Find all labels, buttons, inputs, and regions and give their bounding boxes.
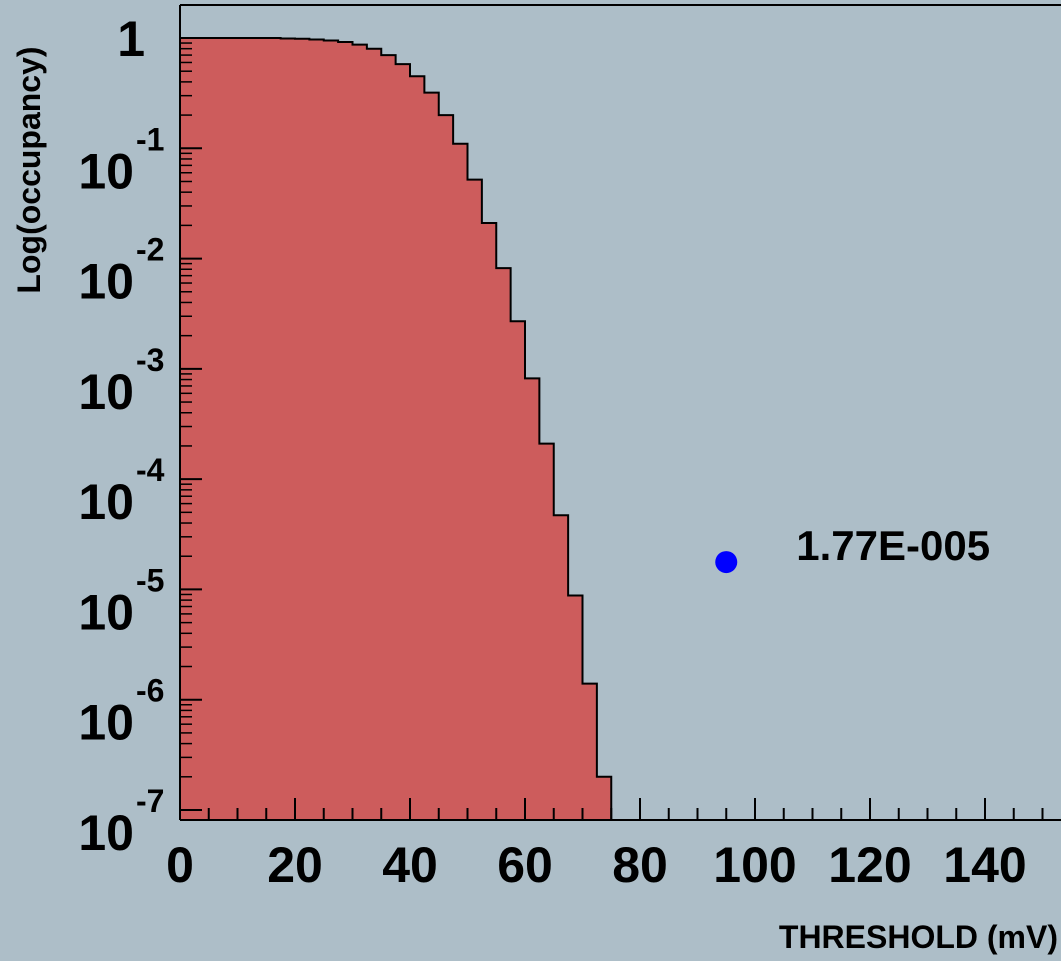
histogram-bar [366, 48, 382, 820]
histogram-bar [582, 683, 598, 820]
y-tick-label: 10-6 [78, 673, 164, 751]
histogram-bar [352, 44, 368, 820]
y-tick-exponent: -6 [136, 673, 164, 709]
x-tick-label: 80 [612, 837, 668, 893]
y-tick-exponent: -3 [136, 342, 164, 378]
y-tick-base: 1 [117, 11, 145, 67]
histogram-bar [510, 321, 526, 820]
histogram-bar [424, 92, 440, 820]
y-ticks: 110-110-210-310-410-510-610-7 [78, 11, 202, 861]
histogram-bar [553, 515, 569, 820]
histogram-bar [438, 115, 454, 820]
x-tick-label: 60 [497, 837, 553, 893]
x-tick-label: 120 [828, 837, 911, 893]
y-tick-exponent: -4 [136, 452, 165, 488]
histogram-bar [453, 143, 469, 820]
y-tick-base: 10 [78, 143, 134, 199]
histogram-bar [381, 55, 397, 820]
x-tick-label: 0 [166, 837, 194, 893]
histogram-bar [568, 595, 584, 820]
histogram-bar [280, 38, 296, 820]
histogram-bar [539, 443, 555, 820]
y-tick-label: 10-1 [78, 121, 164, 199]
histogram-bar [496, 268, 512, 820]
y-tick-label: 10-7 [78, 783, 164, 861]
histogram-bar [395, 64, 411, 820]
histogram [179, 37, 613, 821]
x-tick-label: 20 [267, 837, 323, 893]
y-tick-exponent: -2 [136, 232, 164, 268]
y-tick-label: 10-3 [78, 342, 164, 420]
annotation-marker [715, 551, 738, 574]
x-ticks: 0 20 40 60 80 100 120 140 [166, 798, 1044, 893]
histogram-bar [467, 179, 483, 820]
histogram-bar [481, 223, 497, 820]
y-tick-base: 10 [78, 254, 134, 310]
y-tick-exponent: -5 [136, 562, 164, 598]
histogram-bar [223, 38, 239, 820]
x-tick-label: 40 [382, 837, 438, 893]
histogram-bar [251, 38, 267, 820]
annotation: 1.77E-005 [715, 522, 990, 574]
histogram-bar [309, 39, 325, 821]
y-tick-base: 10 [78, 364, 134, 420]
histogram-bar [323, 40, 339, 820]
x-tick-label: 140 [943, 837, 1026, 893]
annotation-label: 1.77E-005 [796, 522, 990, 569]
histogram-bar [525, 378, 540, 820]
y-tick-base: 10 [78, 474, 134, 530]
y-tick-label: 10-2 [78, 232, 164, 310]
y-tick-label: 1 [117, 11, 145, 67]
y-tick-exponent: -7 [136, 783, 164, 819]
x-tick-label: 100 [713, 837, 796, 893]
histogram-bar [295, 38, 310, 821]
y-tick-base: 10 [78, 695, 134, 751]
y-tick-label: 10-5 [78, 562, 164, 640]
histogram-bar [194, 38, 210, 820]
histogram-bar [208, 38, 224, 820]
y-tick-base: 10 [78, 805, 134, 861]
histogram-bar [338, 41, 354, 820]
y-axis-label: Log(occupancy) [11, 46, 47, 293]
histogram-bar [266, 38, 282, 820]
histogram-bar [596, 776, 612, 820]
histogram-outline [179, 37, 613, 820]
histogram-bar [410, 76, 425, 820]
histogram-bar [180, 38, 195, 820]
y-tick-exponent: -1 [136, 121, 164, 157]
y-tick-base: 10 [78, 584, 134, 640]
x-axis-label: THRESHOLD (mV) [779, 919, 1058, 955]
y-tick-label: 10-4 [78, 452, 164, 530]
histogram-bar [237, 38, 253, 820]
